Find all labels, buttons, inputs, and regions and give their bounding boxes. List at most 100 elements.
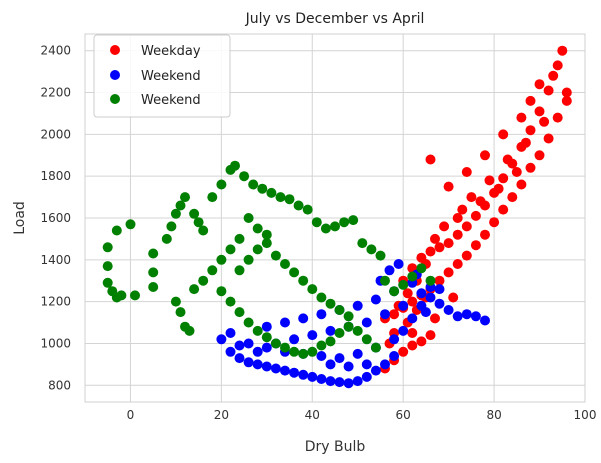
scatter-point [207,192,218,203]
scatter-point [498,173,509,184]
scatter-point [170,208,181,219]
scatter-point [170,296,181,307]
scatter-point [398,300,409,311]
y-tick-label: 1200 [40,295,71,309]
scatter-point [443,305,454,315]
scatter-point [393,259,404,269]
y-tick-label: 1800 [40,169,71,183]
scatter-point [216,254,227,265]
scatter-point [343,361,354,372]
scatter-point [484,175,495,186]
scatter-point [325,298,336,309]
scatter-point [561,87,572,98]
scatter-point [284,194,295,205]
scatter-point [343,311,354,322]
scatter-point [539,116,550,127]
scatter-point [498,204,509,215]
scatter-point [434,242,445,253]
scatter-point [543,85,554,96]
scatter-point [511,167,522,177]
scatter-point [525,162,536,173]
scatter-point [270,250,281,261]
scatter-point [430,233,440,244]
scatter-point [216,179,227,190]
scatter-point [289,346,300,357]
scatter-point [325,325,336,336]
scatter-point [234,340,245,351]
scatter-point [543,133,554,144]
scatter-point [548,70,559,81]
scatter-point [452,259,463,269]
scatter-point [516,112,527,123]
scatter-point [225,296,236,307]
scatter-point [352,348,363,359]
scatter-point [489,217,500,228]
scatter-point [352,300,363,311]
scatter-point [148,248,159,259]
scatter-point [552,112,563,123]
scatter-point [430,313,440,324]
scatter-point [407,296,418,307]
scatter-point [534,106,545,117]
scatter-point [293,200,304,211]
scatter-point [298,369,309,380]
scatter-point [102,242,113,253]
scatter-point [289,267,300,278]
scatter-point [416,336,427,347]
scatter-point [443,238,454,249]
scatter-point [389,309,400,320]
scatter-point [316,374,327,384]
scatter-point [470,240,481,251]
scatter-point [316,309,327,320]
y-axis-label: Load [12,201,28,235]
scatter-point [125,219,136,230]
scatter-point [234,265,245,276]
scatter-point [207,265,218,276]
scatter-point [366,244,377,255]
scatter-point [116,290,127,301]
scatter-point [357,238,368,249]
series-2-points [102,160,436,359]
scatter-point [475,196,486,207]
scatter-point [370,294,381,305]
scatter-point [375,250,386,261]
scatter-point [298,348,309,359]
legend-marker-weekend-green [110,94,120,104]
scatter-point [466,192,477,203]
scatter-point [398,279,409,290]
scatter-point [189,284,200,295]
legend-marker-weekday [110,45,120,55]
scatter-point [389,334,400,345]
series-1-points [216,259,490,389]
scatter-point [470,210,481,221]
scatter-point [234,307,245,318]
scatter-point [407,328,418,338]
scatter-point [452,229,463,240]
scatter-point [425,154,436,165]
scatter-point [461,309,472,320]
scatter-point [402,288,413,299]
y-tick-label: 2200 [40,86,71,100]
scatter-point [352,376,363,387]
scatter-point [261,361,272,372]
scatter-point [257,183,268,194]
scatter-point [361,359,372,370]
scatter-point [243,213,254,223]
scatter-point [225,244,236,255]
scatter-point [325,359,336,370]
scatter-point [516,179,527,190]
scatter-point [502,154,513,165]
scatter-point [520,137,531,148]
scatter-point [307,330,318,341]
scatter-point [275,192,286,203]
data-points [102,45,572,389]
legend-marker-weekend-blue [110,70,120,80]
scatter-point [452,213,463,223]
scatter-point [148,267,159,278]
scatter-point [380,309,390,320]
scatter-point [311,217,322,228]
scatter-point [425,292,436,303]
scatter-point [102,261,113,272]
scatter-point [325,336,336,347]
x-axis-label: Dry Bulb [305,439,366,455]
